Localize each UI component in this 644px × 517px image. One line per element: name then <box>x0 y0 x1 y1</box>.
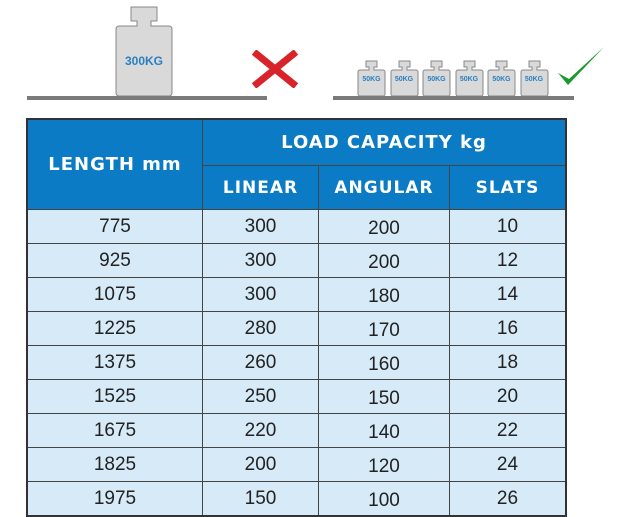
red-x-icon <box>251 50 299 88</box>
weight-50kg: 50KG <box>455 60 484 97</box>
cell-linear: 250 <box>202 379 319 414</box>
weight-icon <box>115 6 173 97</box>
cell-length: 1675 <box>26 413 203 448</box>
cell-angular: 200 <box>318 209 450 244</box>
weight-label: 300KG <box>124 54 164 68</box>
table-row: 1675 220 140 22 <box>26 413 567 448</box>
header-length: LENGTH mm <box>26 118 203 210</box>
table-row: 1525 250 150 20 <box>26 379 567 414</box>
cell-linear: 260 <box>202 345 319 380</box>
cell-length: 1525 <box>26 379 203 414</box>
cell-angular: 150 <box>318 379 450 414</box>
cell-slats: 26 <box>449 481 567 517</box>
weight-50kg: 50KG <box>390 60 419 97</box>
cell-slats: 12 <box>449 243 567 278</box>
cell-slats: 16 <box>449 311 567 346</box>
cell-slats: 24 <box>449 447 567 482</box>
cell-slats: 10 <box>449 209 567 244</box>
table-row: 1375 260 160 18 <box>26 345 567 380</box>
cell-linear: 300 <box>202 209 319 244</box>
green-check-icon <box>558 47 604 85</box>
subheader-slats: SLATS <box>449 165 567 210</box>
cell-angular: 180 <box>318 277 450 312</box>
cell-length: 1075 <box>26 277 203 312</box>
weight-50kg: 50KG <box>422 60 451 97</box>
cell-angular: 200 <box>318 243 450 278</box>
table-row: 925 300 200 12 <box>26 243 567 278</box>
cell-linear: 200 <box>202 447 319 482</box>
weight-label: 50KG <box>427 76 446 83</box>
cell-slats: 14 <box>449 277 567 312</box>
weight-label: 50KG <box>459 76 479 83</box>
cell-length: 1225 <box>26 311 203 346</box>
cell-linear: 220 <box>202 413 319 448</box>
cell-length: 925 <box>26 243 203 278</box>
table-row: 1825 200 120 24 <box>26 447 567 482</box>
weight-50kg: 50KG <box>487 60 516 97</box>
load-capacity-table: LENGTH mm LOAD CAPACITY kg LINEAR ANGULA… <box>26 118 567 517</box>
cell-angular: 140 <box>318 413 450 448</box>
weight-label: 50KG <box>394 76 414 83</box>
cell-linear: 300 <box>202 277 319 312</box>
cell-length: 775 <box>26 209 203 244</box>
table-row: 1225 280 170 16 <box>26 311 567 346</box>
table-row: 1975 150 100 26 <box>26 481 567 517</box>
subheader-linear: LINEAR <box>202 165 319 210</box>
cell-length: 1375 <box>26 345 203 380</box>
cell-length: 1825 <box>26 447 203 482</box>
cell-angular: 160 <box>318 345 450 380</box>
weight-label: 50KG <box>492 76 511 83</box>
cell-angular: 170 <box>318 311 450 346</box>
table-row: 1075 300 180 14 <box>26 277 567 312</box>
cell-angular: 120 <box>318 447 450 482</box>
ground-line <box>333 96 574 100</box>
cell-slats: 22 <box>449 413 567 448</box>
weight-50kg: 50KG <box>520 60 549 97</box>
weight-300kg: 300KG <box>115 6 173 97</box>
cell-linear: 300 <box>202 243 319 278</box>
weight-label: 50KG <box>362 76 381 83</box>
cell-slats: 18 <box>449 345 567 380</box>
weight-50kg: 50KG <box>357 60 386 97</box>
subheader-angular: ANGULAR <box>318 165 450 210</box>
cell-slats: 20 <box>449 379 567 414</box>
cell-angular: 100 <box>318 481 450 517</box>
cell-linear: 280 <box>202 311 319 346</box>
cell-length: 1975 <box>26 481 203 517</box>
table-row: 775 300 200 10 <box>26 209 567 244</box>
cell-linear: 150 <box>202 481 319 517</box>
weight-label: 50KG <box>524 76 544 83</box>
ground-line <box>27 96 267 100</box>
header-load-capacity: LOAD CAPACITY kg <box>202 118 567 166</box>
